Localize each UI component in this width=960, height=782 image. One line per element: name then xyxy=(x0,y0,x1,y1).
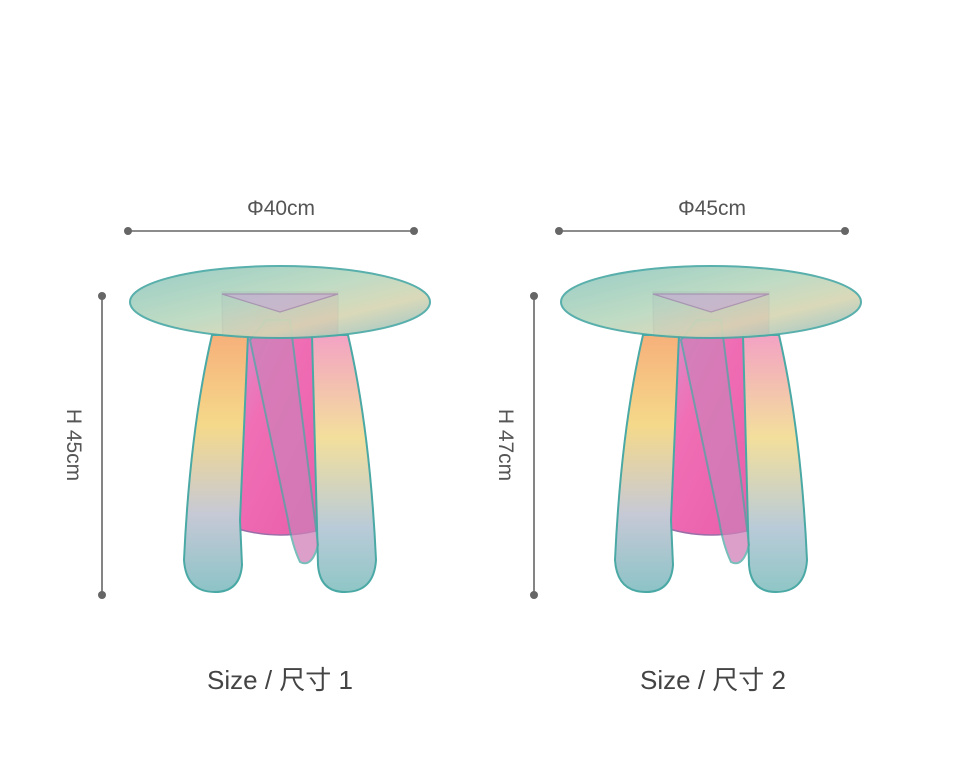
line-end xyxy=(98,292,106,300)
diameter-label: Φ45cm xyxy=(678,197,746,220)
line-end xyxy=(410,227,418,235)
size-caption: Size / 尺寸 1 xyxy=(207,665,353,695)
diameter-label: Φ40cm xyxy=(247,197,315,220)
line-end xyxy=(555,227,563,235)
line-end xyxy=(530,292,538,300)
product-2: Φ45cm H 47cm Size / 尺寸 2 xyxy=(494,197,862,695)
table-image xyxy=(129,265,431,593)
line-end xyxy=(98,591,106,599)
size-caption: Size / 尺寸 2 xyxy=(640,665,786,695)
product-1: Φ40cm H 45cm Size / 尺寸 1 xyxy=(62,197,431,695)
line-end xyxy=(841,227,849,235)
height-label: H 45cm xyxy=(62,409,85,481)
height-label: H 47cm xyxy=(494,409,517,481)
table-image xyxy=(560,265,862,593)
line-end xyxy=(530,591,538,599)
line-end xyxy=(124,227,132,235)
